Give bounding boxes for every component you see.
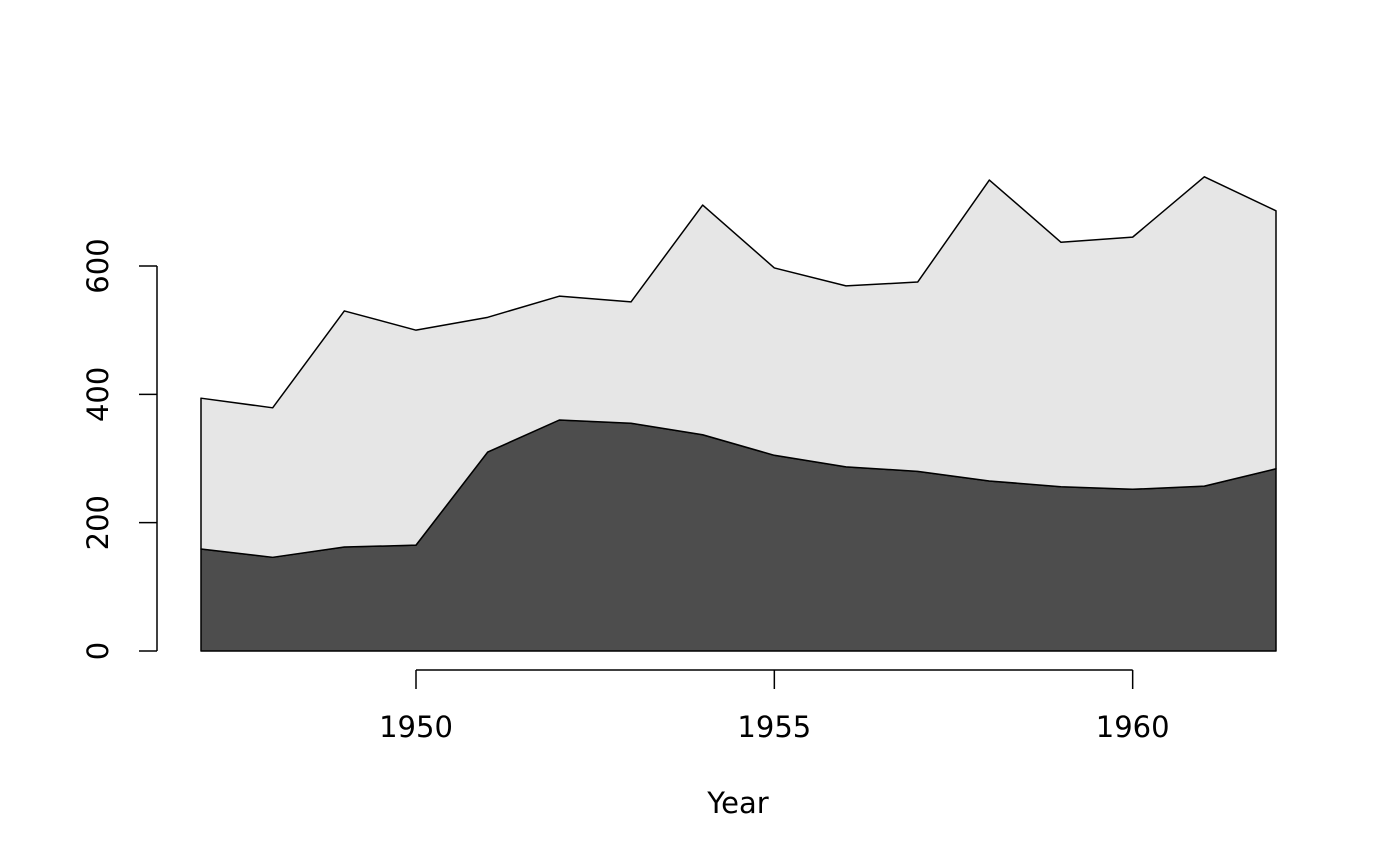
x-tick-label: 1960 <box>1096 710 1170 744</box>
area <box>200 176 1277 559</box>
x-tick-label: 1955 <box>737 710 811 744</box>
y-tick-label: 600 <box>81 238 115 293</box>
x-axis-label: Year <box>706 786 768 820</box>
y-tick-label: 200 <box>81 495 115 550</box>
y-tick-label: 400 <box>81 367 115 422</box>
y-tick-label: 0 <box>81 642 115 660</box>
x-tick-label: 1950 <box>379 710 453 744</box>
